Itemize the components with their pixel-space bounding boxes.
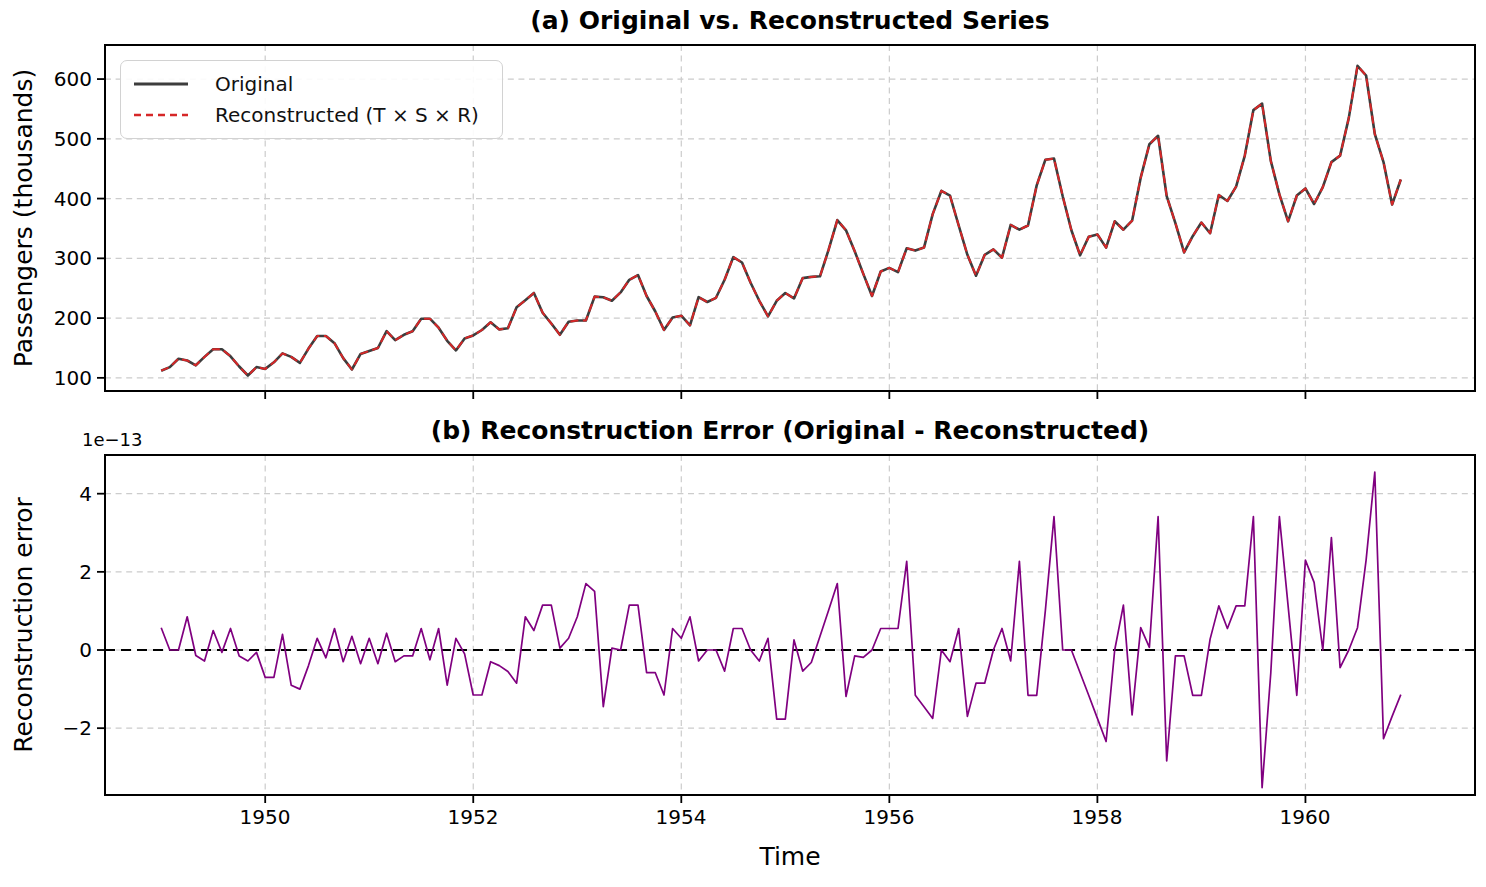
grid-b [105,455,1475,795]
panel-b-title: (b) Reconstruction Error (Original - Rec… [105,417,1475,446]
x-tick-label: 1952 [428,807,518,827]
axes-frame-b [105,455,1475,795]
y-tick-label-a: 600 [30,69,92,89]
x-tick-label: 1956 [844,807,934,827]
panel-b-scale-offset-label: 1e−13 [82,430,143,451]
series-line-b-0 [161,472,1401,787]
legend-label-reconstructed: Reconstructed (T × S × R) [215,103,479,127]
x-axis-label-time: Time [105,843,1475,872]
x-tick-label: 1950 [220,807,310,827]
legend-line-original-icon [133,81,189,87]
panel-b-plot-area [97,455,1475,803]
legend-item-original: Original [133,72,490,96]
y-tick-label-a: 400 [30,189,92,209]
x-tick-label: 1958 [1052,807,1142,827]
y-tick-label-a: 300 [30,248,92,268]
x-tick-label: 1960 [1260,807,1350,827]
legend-item-reconstructed: Reconstructed (T × S × R) [133,103,490,127]
panel-b-y-axis-label: Reconstruction error [10,497,39,753]
panel-a-title: (a) Original vs. Reconstructed Series [105,7,1475,36]
y-tick-label-a: 200 [30,308,92,328]
figure: (a) Original vs. Reconstructed Series Pa… [0,0,1486,887]
x-tick-label: 1954 [636,807,726,827]
y-tick-label-b: 4 [30,484,92,504]
y-tick-label-b: −2 [30,718,92,738]
legend-label-original: Original [215,72,293,96]
y-tick-label-b: 0 [30,640,92,660]
legend-line-reconstructed-icon [133,112,189,118]
tick-marks-b [97,494,1305,803]
y-tick-label-b: 2 [30,562,92,582]
y-tick-label-a: 100 [30,368,92,388]
legend: Original Reconstructed (T × S × R) [120,60,503,139]
y-tick-label-a: 500 [30,129,92,149]
